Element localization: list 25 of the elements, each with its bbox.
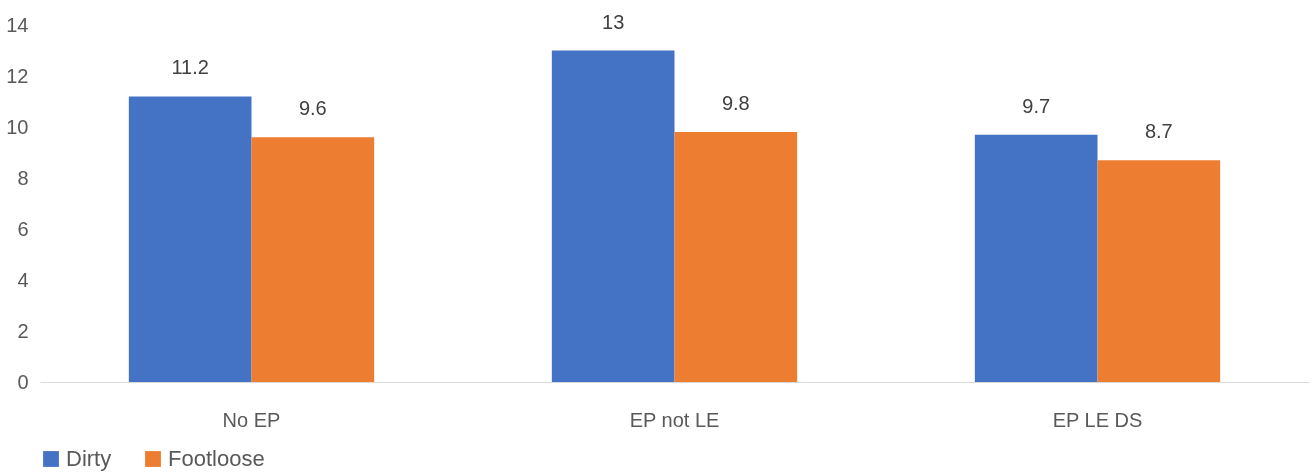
legend-label: Dirty <box>66 446 112 471</box>
y-tick-label: 4 <box>17 268 29 291</box>
data-label: 11.2 <box>171 56 209 79</box>
x-tick-label: EP not LE <box>629 408 720 431</box>
y-tick-label: 10 <box>6 115 29 138</box>
bar <box>251 137 375 382</box>
y-tick-label: 12 <box>6 64 29 87</box>
data-label: 9.6 <box>298 97 327 120</box>
bar <box>551 50 675 382</box>
data-label: 8.7 <box>1144 120 1173 143</box>
y-tick-label: 6 <box>17 217 29 240</box>
legend-label: Footloose <box>168 446 265 471</box>
x-tick-label: No EP <box>222 408 281 431</box>
y-tick-label: 8 <box>17 166 29 189</box>
bar <box>974 134 1098 382</box>
data-label: 9.7 <box>1022 94 1051 117</box>
y-tick-label: 2 <box>17 319 29 342</box>
y-tick-label: 14 <box>6 13 29 36</box>
data-label: 13 <box>602 10 625 33</box>
y-tick-label: 0 <box>17 370 29 393</box>
bar <box>128 96 252 382</box>
x-tick-label: EP LE DS <box>1052 408 1143 431</box>
data-label: 9.8 <box>721 92 750 115</box>
bar <box>674 132 798 382</box>
bar <box>1097 160 1221 382</box>
